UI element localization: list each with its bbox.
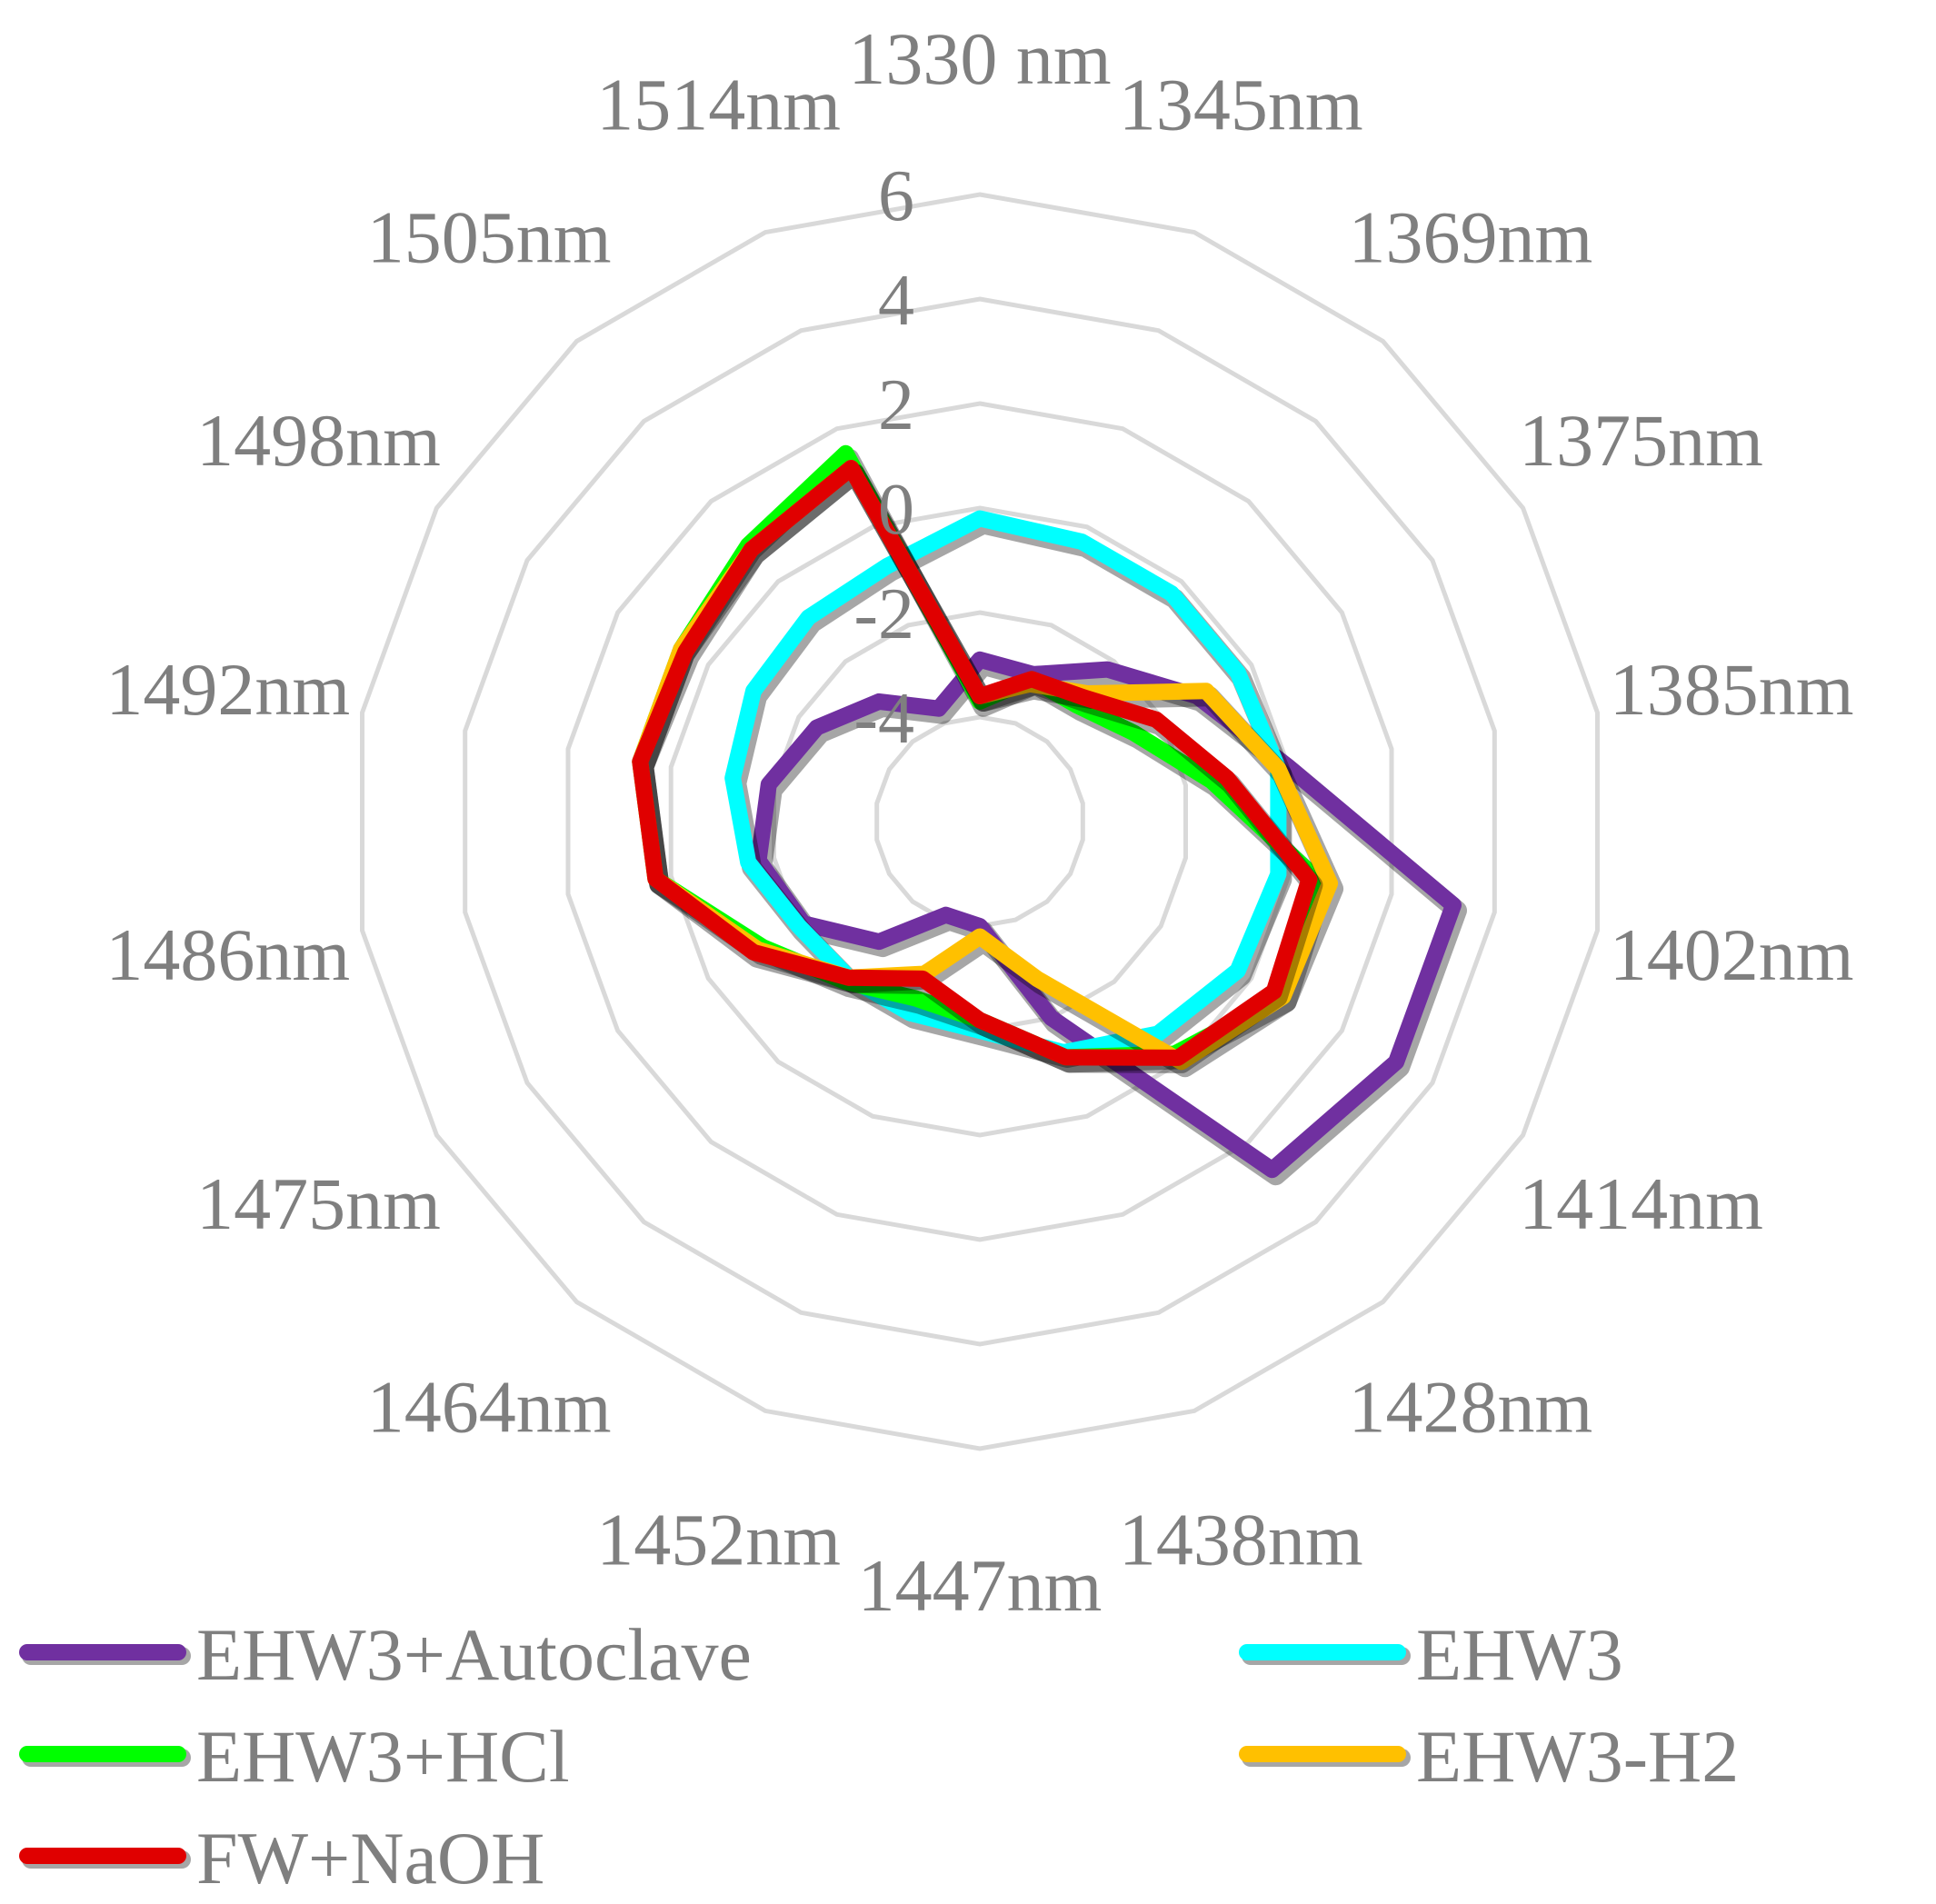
tick-label: -2: [853, 574, 914, 654]
category-label: 1492nm: [105, 648, 350, 731]
tick-label: 0: [878, 470, 914, 550]
legend: EHW3+Autoclave EHW3 EHW3+HCl EHW3-H2 FW+NaOH: [19, 1613, 1739, 1899]
category-label: 1369nm: [1349, 196, 1593, 279]
tick-label: 6: [878, 156, 914, 236]
category-label: 1385nm: [1610, 648, 1854, 731]
legend-label: EHW3+HCl: [196, 1715, 570, 1798]
grid-ring: [360, 192, 1600, 1451]
legend-label: EHW3-H2: [1416, 1715, 1739, 1798]
category-label: 1414nm: [1519, 1162, 1763, 1245]
category-label: 1330 nm: [848, 17, 1111, 100]
category-label: 1447nm: [858, 1544, 1103, 1627]
tick-label: 2: [878, 365, 914, 445]
category-label: 1498nm: [196, 399, 441, 482]
category-label: 1475nm: [196, 1162, 441, 1245]
category-label: 1514nm: [596, 64, 841, 146]
legend-label: EHW3: [1416, 1613, 1623, 1696]
category-label: 1452nm: [596, 1498, 841, 1580]
category-label: 1438nm: [1119, 1498, 1363, 1580]
grid-ring: [668, 505, 1292, 1138]
category-label: 1486nm: [105, 913, 350, 996]
category-label: 1464nm: [367, 1366, 612, 1449]
category-label: 1375nm: [1519, 399, 1763, 482]
category-label: 1345nm: [1119, 64, 1363, 146]
tick-label: 4: [878, 261, 914, 341]
tick-label-layer: 6 4 2 0 -2 -4: [853, 156, 914, 759]
grid-layer: [360, 192, 1600, 1451]
category-label: 1402nm: [1610, 913, 1854, 996]
grid-ring: [463, 296, 1497, 1347]
legend-label: FW+NaOH: [196, 1817, 544, 1899]
series-line: [724, 510, 1287, 1061]
category-label: 1505nm: [367, 196, 612, 279]
legend-label: EHW3+Autoclave: [196, 1613, 752, 1696]
category-label: 1428nm: [1349, 1366, 1593, 1449]
series-layer: [632, 444, 1467, 1186]
series-line: [632, 460, 1318, 1066]
tick-label: -4: [853, 679, 914, 759]
grid-ring: [565, 401, 1394, 1242]
